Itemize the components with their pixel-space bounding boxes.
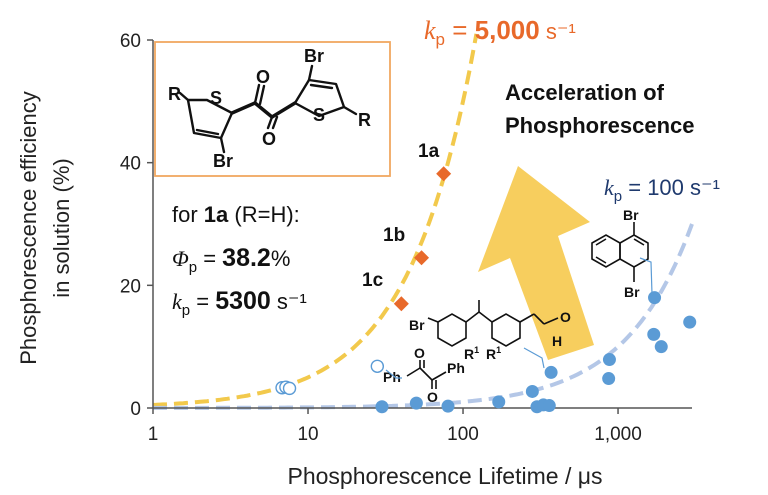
svg-text:O: O: [256, 67, 270, 87]
svg-text:S: S: [210, 88, 222, 108]
svg-text:R1: R1: [464, 345, 479, 362]
x-tick-label: 1,000: [594, 424, 642, 445]
open-circle-point: [282, 381, 297, 396]
point-label-1b: 1b: [383, 225, 405, 246]
filled-circle-point: [542, 399, 556, 413]
svg-text:Br: Br: [213, 151, 233, 171]
svg-text:O: O: [262, 129, 276, 149]
dibromonaphthalene-structure: Br Br: [591, 207, 653, 300]
filled-circle-point: [544, 365, 558, 379]
info-phi: Φp = 38.2%: [172, 244, 290, 276]
y-tick-label: 60: [120, 31, 141, 52]
filled-circle-point: [654, 340, 668, 354]
svg-text:H: H: [552, 333, 562, 349]
acceleration-label: Acceleration of Phosphorescence: [505, 80, 695, 138]
y-axis-label: Phosphorescence efficiency in solution (…: [16, 91, 74, 365]
diamond-point: [414, 250, 430, 266]
filled-circle-point: [492, 395, 506, 409]
filled-circle-point: [602, 353, 616, 367]
x-axis-label: Phosphorescence Lifetime / μs: [288, 463, 603, 489]
filled-circle-point: [375, 400, 389, 414]
filled-circle-point: [409, 396, 423, 410]
svg-text:O: O: [414, 345, 425, 361]
svg-text:Br: Br: [624, 284, 640, 300]
svg-text:R: R: [358, 110, 371, 130]
info-kp: kp = 5300 s⁻¹: [172, 287, 307, 319]
svg-text:Ph: Ph: [447, 360, 465, 376]
svg-text:Phosphorescence efficiency: Phosphorescence efficiency: [16, 91, 41, 365]
point-label-1c: 1c: [362, 270, 384, 291]
open-circle-point: [370, 359, 385, 373]
svg-text:Br: Br: [409, 317, 425, 333]
svg-text:Ph: Ph: [383, 369, 401, 385]
point-label-1a: 1a: [418, 141, 440, 162]
curve-label-kp-5000: kp = 5,000 s⁻¹: [424, 15, 576, 49]
svg-text:Br: Br: [623, 207, 639, 223]
x-tick-label: 10: [297, 424, 318, 445]
svg-text:Br: Br: [304, 46, 324, 66]
filled-circle-point: [441, 399, 455, 413]
svg-text:R1: R1: [486, 345, 501, 362]
acceleration-arrow: [478, 166, 594, 360]
axis-ticks: 1 10 100 1,000 0 20 40 60: [120, 31, 642, 445]
fluorene-aldehyde-structure: Br R1 R1 O H: [409, 300, 571, 369]
x-tick-label: 1: [148, 424, 159, 445]
curve-kp-5000: [152, 33, 479, 407]
svg-text:O: O: [560, 309, 571, 325]
svg-text:R: R: [168, 84, 181, 104]
filled-circle-point: [602, 372, 616, 386]
svg-text:in solution (%): in solution (%): [49, 158, 74, 297]
y-tick-label: 40: [120, 154, 141, 175]
filled-circle-point: [683, 315, 697, 329]
filled-circle-point: [648, 291, 662, 305]
svg-text:O: O: [427, 389, 438, 405]
bithiophene-structure: R S Br O O Br S R: [154, 41, 391, 177]
y-tick-label: 0: [130, 399, 141, 420]
x-tick-label: 100: [447, 424, 479, 445]
svg-text:S: S: [313, 105, 325, 125]
curve-label-kp-100: kp = 100 s⁻¹: [604, 175, 720, 205]
data-points: [275, 166, 697, 414]
filled-circle-point: [525, 384, 539, 398]
filled-circle-point: [647, 327, 661, 341]
y-tick-label: 20: [120, 276, 141, 297]
diamond-point: [436, 166, 452, 182]
info-line-1: for 1a (R=H):: [172, 202, 300, 227]
benzil-structure: Ph Ph O O: [383, 345, 465, 405]
diamond-point: [393, 296, 409, 312]
